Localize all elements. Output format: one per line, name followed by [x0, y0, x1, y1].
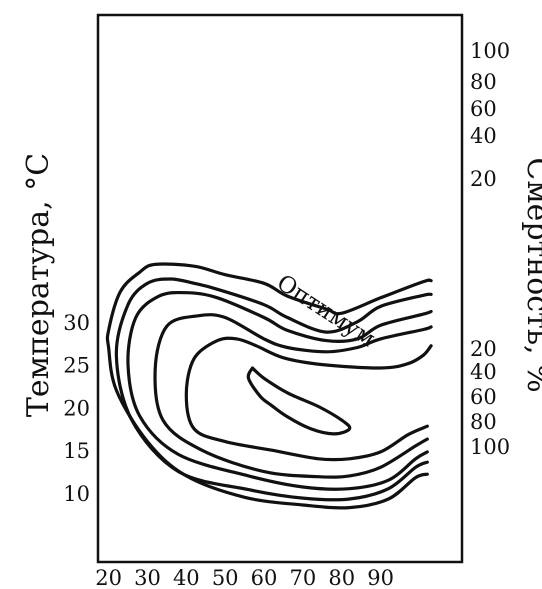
- x-tick-label: 30: [134, 566, 161, 589]
- mortality-level-lower: 20: [470, 337, 497, 361]
- mortality-level-lower: 40: [470, 360, 497, 384]
- y-tick-labels: 10 15 20 25 30: [63, 311, 90, 506]
- x-tick-label: 40: [173, 566, 200, 589]
- mortality-level-upper: 80: [470, 70, 497, 94]
- optimum-contour: [246, 366, 352, 436]
- y-tick-label: 20: [63, 396, 90, 420]
- x-tick-label: 20: [95, 566, 122, 589]
- x-tick-labels: 20 30 40 50 60 70 80 90: [95, 566, 394, 589]
- contour-lines: [105, 262, 433, 510]
- mortality-contour-100: [105, 262, 433, 510]
- x-tick-label: 70: [290, 566, 317, 589]
- plot-frame: [96, 13, 464, 564]
- mortality-contour-80: [114, 277, 433, 502]
- mortality-level-upper: 40: [470, 124, 497, 148]
- mortality-level-lower: 60: [470, 385, 497, 409]
- x-tick-label: 80: [328, 566, 355, 589]
- mortality-contour-60: [126, 290, 433, 491]
- mortality-level-upper: 100: [470, 39, 510, 63]
- y-axis-label: Температура, °C: [21, 153, 56, 417]
- y-tick-label: 10: [63, 482, 90, 506]
- y-tick-label: 30: [63, 311, 90, 335]
- y-tick-label: 25: [63, 354, 90, 378]
- mortality-level-upper: 20: [470, 167, 497, 191]
- mortality-level-lower: 80: [470, 410, 497, 434]
- right-axis-label: Смертность, %: [520, 157, 542, 392]
- x-tick-label: 50: [212, 566, 239, 589]
- x-tick-label: 60: [251, 566, 278, 589]
- x-tick-label: 90: [367, 566, 394, 589]
- mortality-level-upper: 60: [470, 97, 497, 121]
- mortality-contour-20: [184, 336, 433, 462]
- mortality-contour-40: [153, 313, 433, 479]
- mortality-level-lower: 100: [470, 435, 510, 459]
- y-tick-label: 15: [63, 439, 90, 463]
